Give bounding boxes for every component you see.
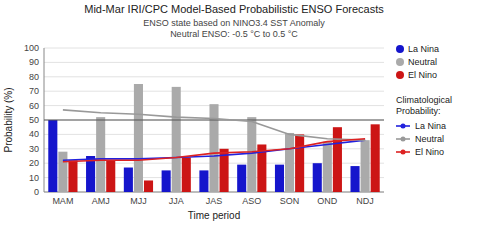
x-tick-label: ASO	[242, 196, 261, 206]
x-tick-label: OND	[317, 196, 338, 206]
legend-label: Neutral	[408, 57, 437, 67]
legend-marker	[401, 150, 406, 155]
bar	[371, 124, 380, 192]
legend-marker	[396, 71, 404, 79]
bar	[285, 133, 294, 192]
legend-title: ClimatologicalProbability:	[396, 95, 452, 116]
bar	[124, 168, 133, 192]
bar	[162, 170, 171, 192]
y-tick-label: 70	[29, 86, 39, 96]
bar	[58, 152, 67, 192]
bar	[182, 157, 191, 192]
bar	[295, 134, 304, 192]
legend-label: El Nino	[408, 70, 437, 80]
bar	[199, 170, 208, 192]
grid-line	[44, 120, 384, 121]
x-tick-label: NDJ	[356, 196, 374, 206]
legend-marker	[401, 124, 406, 129]
y-tick-label: 60	[29, 101, 39, 111]
legend-marker	[396, 58, 404, 66]
y-tick-label: 50	[29, 115, 39, 125]
chart-container: 0 10 20 30 40 50 60 70 80 90 100 MAM AMJ MJJ JJA JAS ASO…	[0, 0, 486, 225]
grid-line	[44, 62, 384, 63]
y-tick-label: 40	[29, 129, 39, 139]
bar	[351, 166, 360, 192]
x-tick-label: MAM	[52, 196, 73, 206]
legend: La Nina Neutral El Nino	[396, 44, 439, 80]
bar	[237, 165, 246, 192]
x-tick-label: SON	[280, 196, 300, 206]
bar	[209, 104, 218, 192]
legend: ClimatologicalProbability: La Nina Neutral…	[396, 95, 452, 157]
x-axis-label: Time period	[188, 210, 240, 221]
bar	[247, 117, 256, 192]
legend-label: La Nina	[408, 44, 439, 54]
y-tick-label: 10	[29, 173, 39, 183]
plot-marks	[44, 84, 384, 192]
y-axis-label: Probability (%)	[3, 87, 14, 152]
bar	[313, 163, 322, 192]
legend-label: La Nina	[415, 121, 446, 131]
y-tick-label: 100	[24, 43, 39, 53]
bar	[275, 165, 284, 192]
bar	[96, 117, 105, 192]
bar	[48, 120, 57, 192]
bar	[361, 140, 370, 192]
bar	[134, 84, 143, 192]
background	[0, 0, 486, 225]
subtitle: Neutral ENSO: -0.5 °C to 0.5 °C	[170, 29, 298, 39]
grid-line	[44, 48, 384, 49]
grid-line	[44, 91, 384, 92]
reference-line	[44, 120, 384, 121]
legend-label: El Nino	[415, 147, 444, 157]
line	[63, 139, 365, 162]
y-tick-label: 30	[29, 144, 39, 154]
bar	[68, 160, 77, 192]
x-tick-label: JJA	[169, 196, 184, 206]
y-tick-label: 90	[29, 57, 39, 67]
line	[63, 110, 365, 140]
subtitle: ENSO state based on NINO3.4 SST Anomaly	[143, 18, 325, 28]
title: Mid-Mar IRI/CPC Model-Based Probabilisti…	[84, 3, 384, 15]
y-tick-label: 20	[29, 158, 39, 168]
bar	[144, 180, 153, 192]
bar	[172, 87, 181, 192]
legend-label: Neutral	[415, 134, 444, 144]
legend-marker	[401, 137, 406, 142]
legend-marker	[396, 45, 404, 53]
y-tick-label: 0	[34, 187, 39, 197]
bar	[333, 127, 342, 192]
bar	[323, 142, 332, 192]
y-tick-label: 80	[29, 72, 39, 82]
bar	[106, 160, 115, 192]
chart: 0 10 20 30 40 50 60 70 80 90 100 MAM AMJ MJJ JJA JAS ASO…	[0, 0, 486, 225]
x-tick-label: JAS	[206, 196, 223, 206]
x-tick-label: AMJ	[92, 196, 110, 206]
grid-line	[44, 76, 384, 77]
x-tick-label: MJJ	[130, 196, 147, 206]
